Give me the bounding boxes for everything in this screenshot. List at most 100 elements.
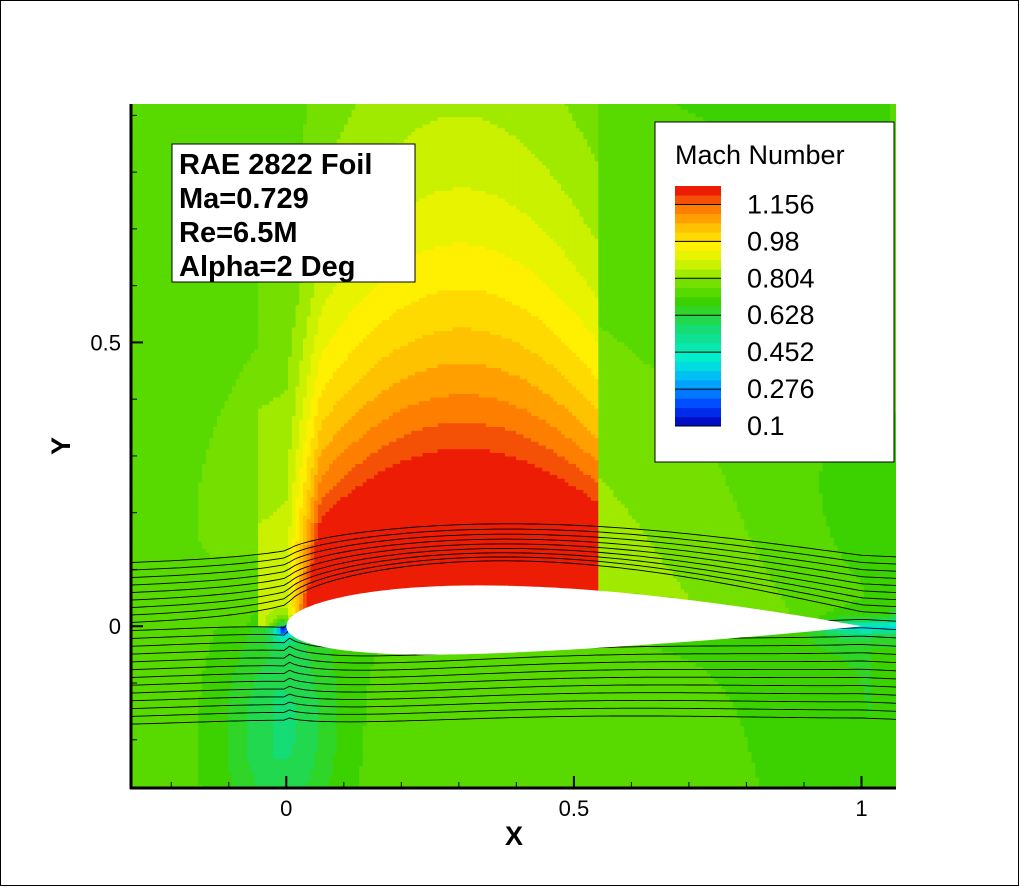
mach-cell xyxy=(165,777,169,781)
mach-cell xyxy=(557,777,561,781)
mach-cell xyxy=(198,781,202,785)
mach-cell xyxy=(404,770,408,774)
mach-cell xyxy=(172,766,176,770)
mach-cell xyxy=(258,781,262,785)
mach-cell xyxy=(654,781,658,785)
mach-cell xyxy=(359,777,363,781)
mach-cell xyxy=(684,777,688,781)
mach-cell xyxy=(348,770,352,774)
mach-cell xyxy=(325,766,329,770)
mach-cell xyxy=(647,770,651,774)
mach-cell xyxy=(404,781,408,785)
mach-cell xyxy=(374,781,378,785)
mach-cell xyxy=(225,777,229,781)
mach-cell xyxy=(430,777,434,781)
mach-cell xyxy=(475,781,479,785)
mach-cell xyxy=(150,766,154,770)
mach-cell xyxy=(583,777,587,781)
mach-cell xyxy=(785,770,789,774)
mach-cell xyxy=(823,781,827,785)
mach-cell xyxy=(554,781,558,785)
mach-cell xyxy=(314,770,318,774)
mach-cell xyxy=(621,777,625,781)
mach-cell xyxy=(587,777,591,781)
mach-cell xyxy=(187,770,191,774)
mach-cell xyxy=(266,766,270,770)
mach-cell xyxy=(856,770,860,774)
mach-cell xyxy=(198,766,202,770)
mach-cell xyxy=(370,781,374,785)
mach-cell xyxy=(654,777,658,781)
mach-cell xyxy=(262,770,266,774)
mach-cell xyxy=(778,770,782,774)
mach-cell xyxy=(236,777,240,781)
mach-cell xyxy=(382,781,386,785)
mach-cell xyxy=(333,777,337,781)
mach-cell xyxy=(441,781,445,785)
mach-cell xyxy=(782,777,786,781)
mach-cell xyxy=(363,777,367,781)
mach-cell xyxy=(318,777,322,781)
mach-cell xyxy=(464,781,468,785)
mach-cell xyxy=(875,777,879,781)
mach-cell xyxy=(527,770,531,774)
mach-cell xyxy=(535,777,539,781)
mach-cell xyxy=(711,777,715,781)
mach-cell xyxy=(195,781,199,785)
mach-cell xyxy=(206,766,210,770)
mach-cell xyxy=(684,781,688,785)
mach-cell xyxy=(763,770,767,774)
mach-cell xyxy=(819,781,823,785)
mach-cell xyxy=(213,770,217,774)
mach-cell xyxy=(729,770,733,774)
mach-cell xyxy=(311,770,315,774)
mach-cell xyxy=(726,781,730,785)
mach-cell xyxy=(871,781,875,785)
mach-cell xyxy=(135,781,139,785)
mach-cell xyxy=(606,770,610,774)
mach-cell xyxy=(292,766,296,770)
mach-cell xyxy=(430,781,434,785)
mach-cell xyxy=(378,781,382,785)
mach-cell xyxy=(625,770,629,774)
mach-cell xyxy=(722,777,726,781)
mach-cell xyxy=(662,777,666,781)
mach-cell xyxy=(370,766,374,770)
mach-cell xyxy=(243,777,247,781)
mach-cell xyxy=(352,770,356,774)
mach-cell xyxy=(826,781,830,785)
mach-cell xyxy=(460,777,464,781)
mach-cell xyxy=(733,777,737,781)
mach-cell xyxy=(718,770,722,774)
mach-cell xyxy=(864,770,868,774)
mach-cell xyxy=(142,770,146,774)
mach-cell xyxy=(408,781,412,785)
mach-cell xyxy=(172,777,176,781)
mach-cell xyxy=(853,777,857,781)
mach-cell xyxy=(176,766,180,770)
mach-cell xyxy=(434,770,438,774)
mach-cell xyxy=(277,770,281,774)
mach-cell xyxy=(247,766,251,770)
mach-cell xyxy=(729,777,733,781)
mach-cell xyxy=(602,781,606,785)
mach-cell xyxy=(411,777,415,781)
mach-cell xyxy=(613,781,617,785)
mach-cell xyxy=(748,770,752,774)
mach-cell xyxy=(864,781,868,785)
mach-cell xyxy=(662,781,666,785)
mach-cell xyxy=(146,766,150,770)
mach-cell xyxy=(183,770,187,774)
mach-cell xyxy=(187,777,191,781)
mach-cell xyxy=(299,777,303,781)
mach-cell xyxy=(225,766,229,770)
mach-cell xyxy=(789,770,793,774)
mach-cell xyxy=(254,766,258,770)
mach-cell xyxy=(643,770,647,774)
mach-cell xyxy=(849,770,853,774)
mach-cell xyxy=(325,781,329,785)
mach-cell xyxy=(348,777,352,781)
mach-cell xyxy=(153,770,157,774)
mach-cell xyxy=(714,781,718,785)
mach-cell xyxy=(778,777,782,781)
